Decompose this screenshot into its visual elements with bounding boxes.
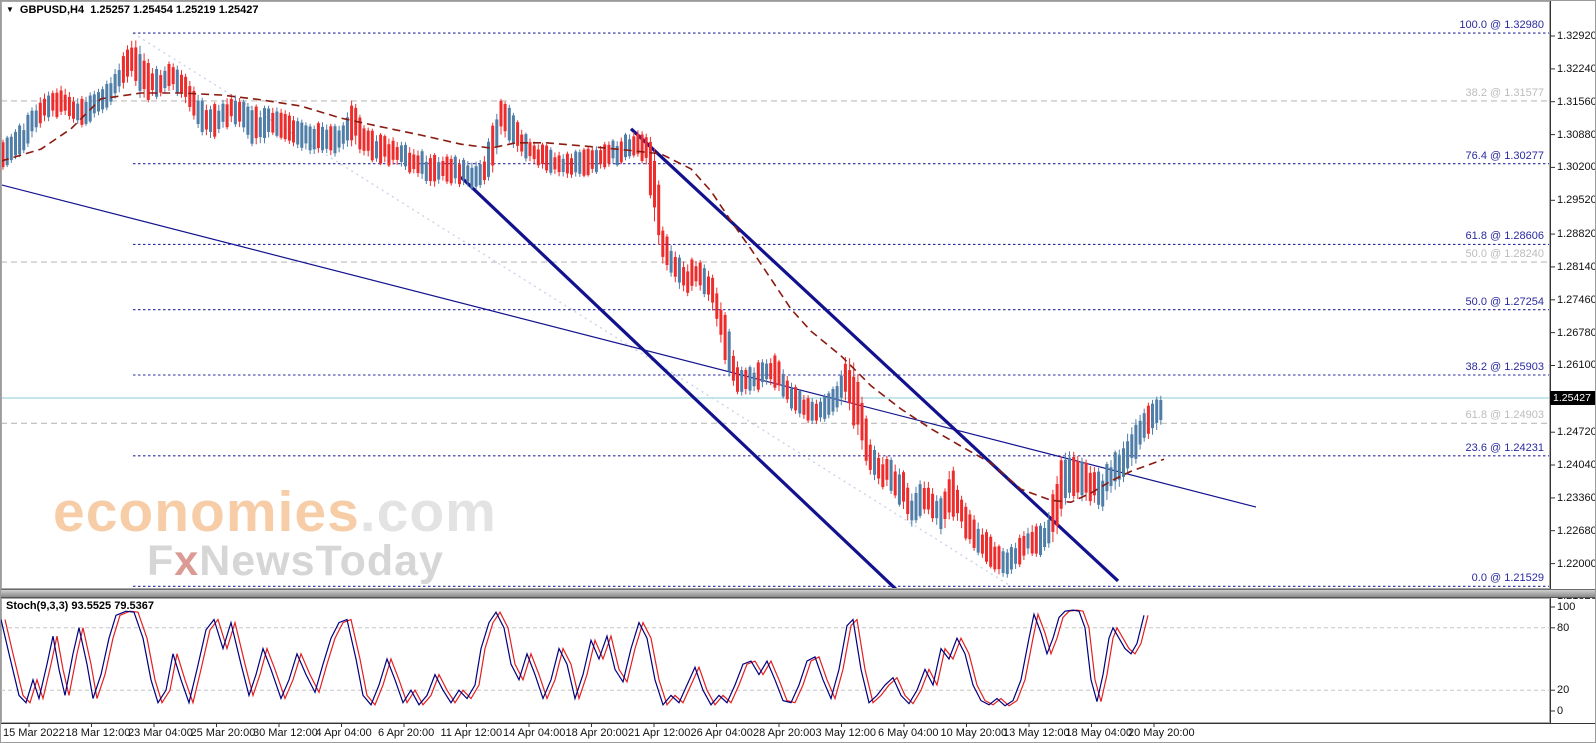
current-price-badge: 1.25427: [1550, 391, 1595, 405]
chart-title: ▼ GBPUSD,H4 1.25257 1.25454 1.25219 1.254…: [6, 4, 258, 16]
stochastic-signal-line: [4, 609, 1149, 707]
symbol-period-label: GBPUSD,H4: [19, 4, 85, 16]
pane-splitter[interactable]: [1, 589, 1595, 598]
chevron-down-icon[interactable]: ▼: [6, 5, 14, 14]
stochastic-main-line: [1, 609, 1145, 707]
candles-layer: [1, 40, 1163, 578]
moving-average-line: [1, 92, 1165, 504]
stochastic-indicator-label: Stoch(9,3,3) 93.5525 79.5367: [6, 600, 154, 612]
ohlc-values: 1.25257 1.25454 1.25219 1.25427: [90, 4, 259, 16]
